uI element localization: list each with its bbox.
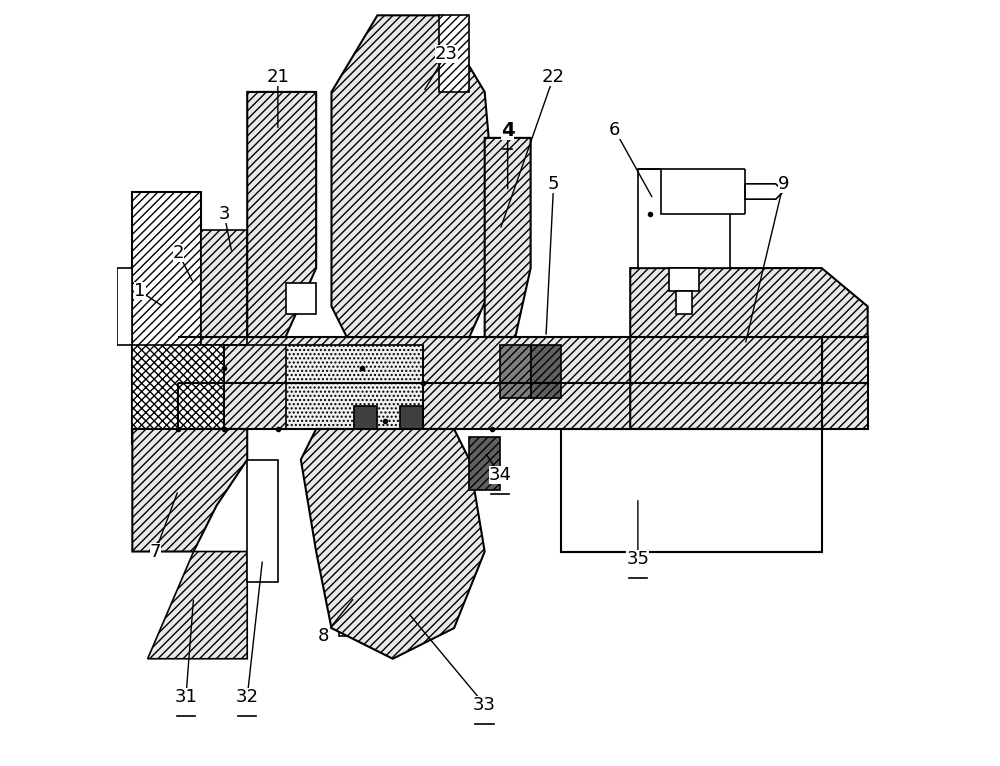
- Text: 33: 33: [473, 696, 496, 714]
- Text: 6: 6: [609, 121, 621, 139]
- Text: 22: 22: [542, 67, 565, 86]
- Text: 35: 35: [626, 550, 649, 568]
- Polygon shape: [286, 283, 316, 314]
- Polygon shape: [247, 92, 316, 337]
- Polygon shape: [301, 429, 485, 659]
- Polygon shape: [439, 15, 469, 92]
- Polygon shape: [630, 268, 868, 429]
- Bar: [531, 345, 561, 398]
- Bar: [178, 337, 868, 383]
- Text: 4: 4: [501, 121, 514, 139]
- Polygon shape: [561, 429, 822, 552]
- Polygon shape: [132, 192, 201, 444]
- Bar: [132, 345, 224, 429]
- Polygon shape: [676, 291, 692, 314]
- Polygon shape: [331, 15, 500, 337]
- Text: 23: 23: [435, 44, 458, 63]
- Polygon shape: [745, 184, 783, 199]
- Polygon shape: [148, 552, 247, 659]
- Text: 31: 31: [175, 688, 197, 706]
- Bar: [178, 383, 822, 429]
- Text: 2: 2: [173, 244, 184, 262]
- Text: 3: 3: [218, 205, 230, 224]
- Polygon shape: [354, 406, 377, 429]
- Bar: [500, 345, 531, 398]
- Polygon shape: [339, 429, 370, 636]
- Text: 9: 9: [778, 175, 789, 193]
- Text: 32: 32: [236, 688, 259, 706]
- Polygon shape: [117, 268, 132, 345]
- Polygon shape: [822, 337, 868, 429]
- Bar: [469, 437, 500, 490]
- Polygon shape: [638, 169, 730, 268]
- Text: 21: 21: [266, 67, 289, 86]
- Text: 7: 7: [150, 542, 161, 561]
- Text: 8: 8: [318, 627, 330, 645]
- Text: 1: 1: [134, 282, 146, 300]
- Text: 34: 34: [489, 466, 512, 484]
- Bar: [286, 345, 423, 429]
- Polygon shape: [400, 406, 423, 429]
- Bar: [201, 230, 247, 345]
- Text: 5: 5: [548, 175, 559, 193]
- Polygon shape: [132, 429, 247, 552]
- Polygon shape: [485, 138, 531, 337]
- Polygon shape: [669, 268, 699, 291]
- Polygon shape: [247, 460, 278, 582]
